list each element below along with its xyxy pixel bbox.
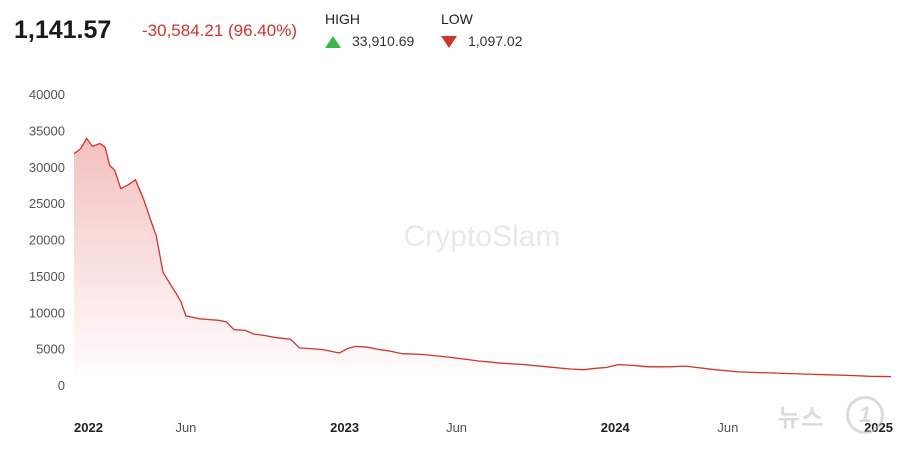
x-tick-label: Jun (446, 420, 467, 435)
y-tick-label: 25000 (29, 196, 65, 211)
x-axis: 2022 Jun 2023 Jun 2024 Jun 2025 (74, 420, 893, 435)
down-triangle-icon (441, 36, 457, 48)
chart-watermark: CryptoSlam (404, 220, 561, 253)
x-tick-label: 2022 (74, 420, 103, 435)
low-value: 1,097.02 (468, 33, 523, 49)
high-label: HIGH (325, 11, 360, 27)
low-label: LOW (441, 11, 473, 27)
x-tick-label: Jun (717, 420, 738, 435)
high-value: 33,910.69 (352, 33, 415, 49)
price-change: -30,584.21 (96.40%) (142, 21, 297, 40)
news-watermark: 뉴스 (778, 405, 825, 432)
y-tick-label: 15000 (29, 269, 65, 284)
y-tick-label: 35000 (29, 123, 65, 138)
price-area (74, 138, 891, 385)
up-triangle-icon (325, 36, 341, 48)
y-tick-label: 5000 (36, 342, 65, 357)
news-logo-icon: 1 (846, 396, 884, 434)
y-axis: 0 5000 10000 15000 20000 25000 30000 35000 40000 (29, 87, 65, 393)
current-price: 1,141.57 (14, 16, 112, 44)
y-tick-label: 20000 (29, 233, 65, 248)
price-line (73, 137, 892, 378)
chart-header: 1,141.57 -30,584.21 (96.40%) HIGH 33,910… (0, 0, 907, 60)
x-tick-label: Jun (175, 420, 196, 435)
y-tick-label: 10000 (29, 305, 65, 320)
y-tick-label: 40000 (29, 87, 65, 102)
x-tick-label: 2024 (601, 420, 631, 435)
x-tick-label: 2023 (330, 420, 359, 435)
y-tick-label: 0 (58, 378, 65, 393)
y-tick-label: 30000 (29, 160, 65, 175)
